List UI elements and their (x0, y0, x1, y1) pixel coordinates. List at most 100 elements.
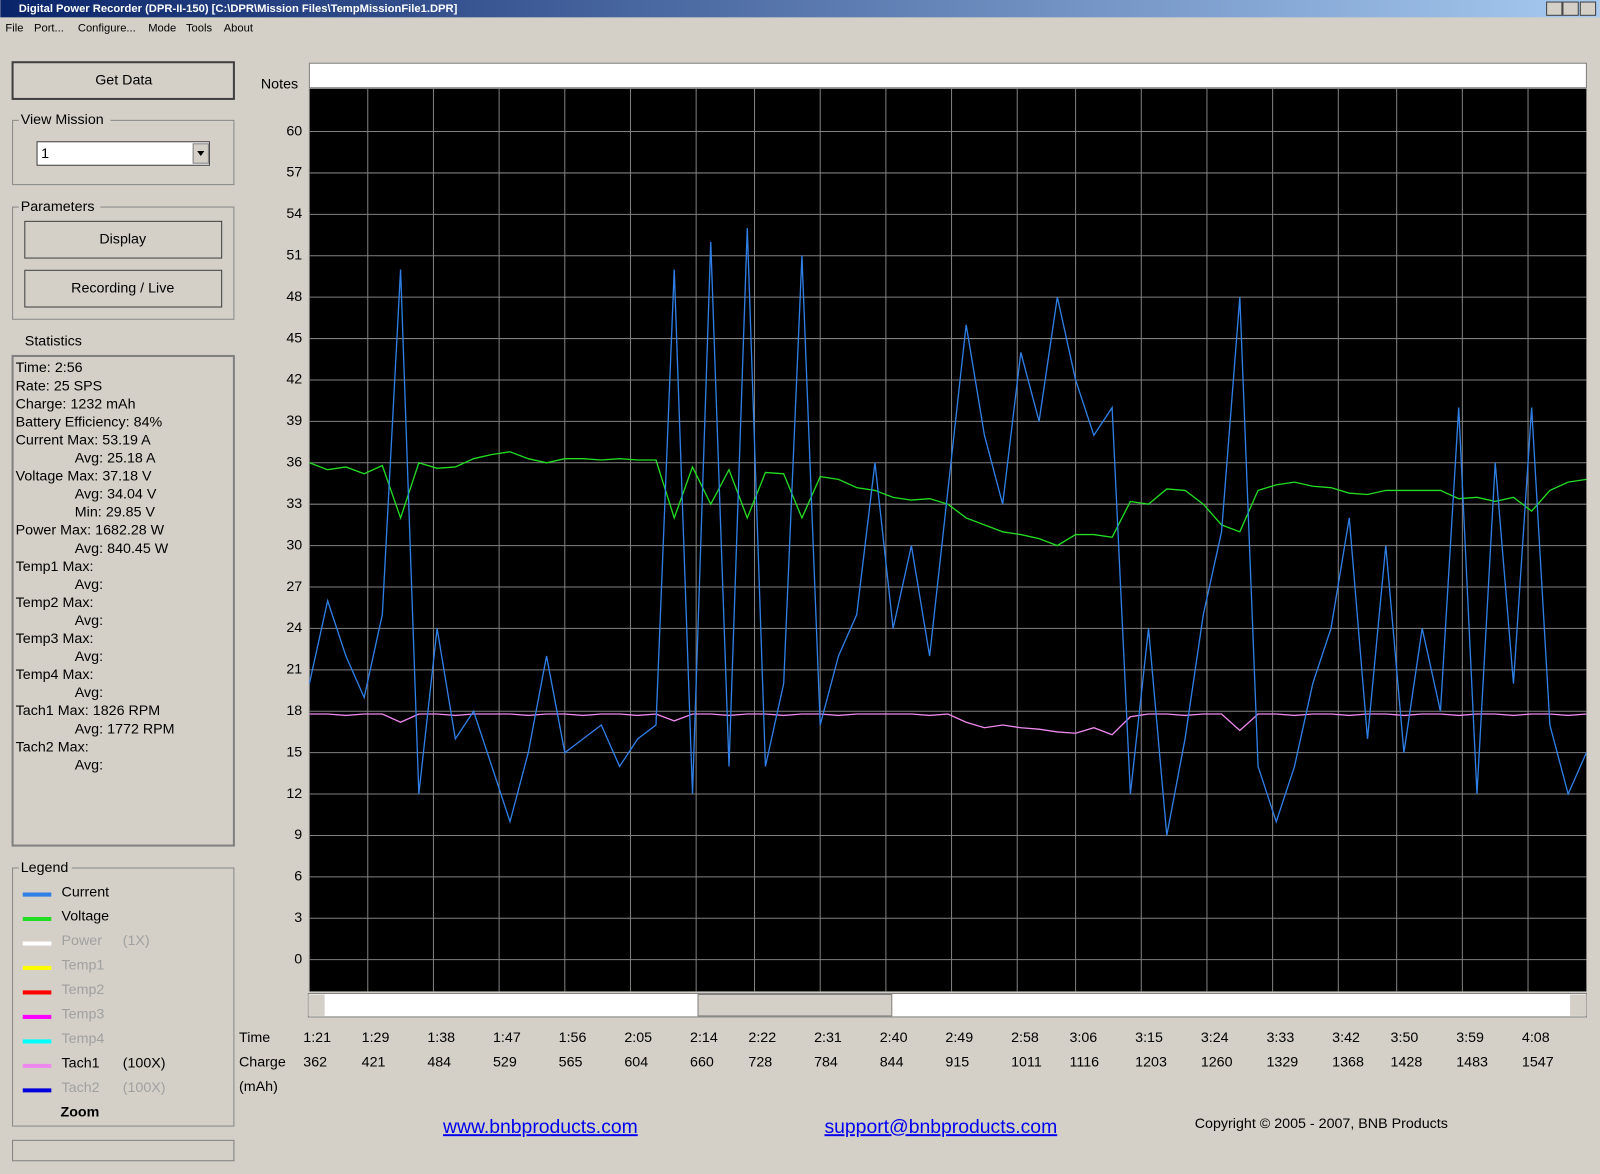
stat-key: Time: (16, 360, 51, 376)
x2-tick-label: 660 (690, 1055, 714, 1071)
y-tick-label: 45 (286, 330, 302, 346)
stat-key: Avg: (75, 613, 103, 629)
legend-label[interactable]: Temp3 (62, 1007, 105, 1023)
stat-key: Max: (67, 432, 98, 448)
display-button[interactable] (24, 220, 223, 259)
y-tick-label: 9 (294, 827, 302, 843)
support-link[interactable]: support@bnbproducts.com (824, 1116, 1057, 1138)
x2-tick-label: 1260 (1201, 1055, 1233, 1071)
y-tick-label: 60 (286, 123, 302, 139)
stat-key: Min: (75, 504, 102, 520)
stat-key: Max: (63, 631, 94, 647)
stat-key: Max: (60, 522, 91, 538)
x2-tick-label: 421 (362, 1055, 386, 1071)
stat-row: Tach2 Max: (16, 739, 89, 755)
stat-label: Current (16, 432, 64, 448)
stat-value: 1232 mAh (70, 396, 135, 412)
legend-label[interactable]: Temp4 (62, 1031, 105, 1047)
get-data-button[interactable] (11, 61, 235, 100)
window-buttons[interactable] (1546, 1, 1597, 16)
y-tick-label: 15 (286, 744, 302, 760)
x2-tick-label: 1547 (1522, 1055, 1554, 1071)
stat-label: Temp2 (16, 595, 59, 611)
close-button[interactable] (1579, 1, 1597, 16)
scroll-left[interactable] (308, 994, 325, 1016)
stat-row: Tach1 Max: 1826 RPM (16, 703, 161, 719)
legend-label[interactable]: Temp2 (62, 982, 105, 998)
stat-value: 1772 RPM (107, 721, 174, 737)
x2-tick-label: 529 (493, 1055, 517, 1071)
legend-label[interactable]: Tach1 (62, 1056, 100, 1072)
minimize-button[interactable] (1546, 1, 1563, 16)
legend-label[interactable]: Current (62, 884, 110, 900)
scroll-right[interactable] (1570, 994, 1587, 1016)
stat-row: Temp3 Max: (16, 631, 94, 647)
legend-label[interactable]: Voltage (62, 909, 110, 925)
x-tick-label: 1:29 (362, 1030, 390, 1046)
menu-item[interactable]: Port... (34, 23, 64, 35)
combobox-value: 1 (41, 146, 49, 162)
status-box (12, 1139, 235, 1162)
x-tick-label: 3:42 (1332, 1030, 1360, 1046)
group-label: Statistics (25, 333, 82, 349)
legend-label[interactable]: Power (62, 933, 103, 949)
legend-scale: (100X) (123, 1056, 166, 1072)
y-tick-label: 51 (286, 248, 302, 264)
series-line (309, 451, 1587, 547)
y-tick-label: 39 (286, 413, 302, 429)
statistics-box (11, 354, 235, 847)
x2-tick-label: 362 (303, 1055, 327, 1071)
stat-value: 1826 RPM (93, 703, 160, 719)
x2-tick-label: 1011 (1011, 1055, 1042, 1071)
group-box (12, 206, 235, 320)
zoom-label[interactable]: Zoom (61, 1105, 100, 1121)
stat-key: Avg: (75, 649, 103, 665)
y-tick-label: 3 (294, 910, 302, 926)
legend-label[interactable]: Tach2 (62, 1080, 100, 1096)
stat-label: Tach1 (16, 703, 54, 719)
notes-input[interactable] (308, 62, 1587, 89)
x-tick-label: 2:40 (880, 1030, 908, 1046)
legend-label[interactable]: Temp1 (62, 958, 105, 974)
x-tick-label: 3:50 (1391, 1030, 1419, 1046)
y-tick-label: 0 (294, 951, 302, 967)
scroll-thumb[interactable] (697, 993, 893, 1017)
stat-key: Avg: (75, 721, 103, 737)
stat-value: 1682.28 W (95, 522, 165, 538)
stat-label: Temp3 (16, 631, 59, 647)
stat-key: Rate: (16, 378, 50, 394)
y-tick-label: 36 (286, 455, 302, 471)
stat-key: Avg: (75, 486, 103, 502)
x-tick-label: 3:24 (1201, 1030, 1229, 1046)
stat-label: Tach2 (16, 739, 54, 755)
stat-value: 29.85 V (106, 504, 156, 520)
x-tick-label: 1:56 (559, 1030, 587, 1046)
x2-tick-label: 844 (880, 1055, 904, 1071)
website-link[interactable]: www.bnbproducts.com (442, 1116, 638, 1138)
y-tick-label: 18 (286, 703, 302, 719)
group-box (12, 867, 235, 1127)
mission-combobox[interactable] (36, 141, 210, 166)
recording-button[interactable] (24, 269, 223, 308)
maximize-button[interactable] (1562, 1, 1579, 16)
scrollbar[interactable] (307, 992, 1587, 1018)
x2-tick-label: 1203 (1135, 1055, 1167, 1071)
stat-value: 37.18 V (102, 468, 152, 484)
menu-item[interactable]: Tools (186, 23, 213, 35)
x-tick-label: 2:49 (945, 1030, 973, 1046)
x-tick-label: 4:08 (1522, 1030, 1550, 1046)
menu-item[interactable]: Mode (148, 23, 176, 35)
x2-axis-unit: (mAh) (239, 1079, 278, 1095)
series-line (308, 228, 1588, 836)
y-tick-label: 24 (286, 620, 302, 636)
group-label-bg (18, 859, 72, 877)
menu-item[interactable]: About (224, 23, 254, 35)
stat-key: Max: (63, 667, 94, 683)
menu-bar: File Port... Configure... Mode Tools About (5, 23, 253, 35)
menu-item[interactable]: File (5, 23, 23, 35)
group-label: Legend (21, 860, 69, 876)
menu-item[interactable]: Configure... (78, 23, 136, 35)
stat-label: Temp4 (16, 667, 59, 683)
stat-row: Avg: 34.04 V (75, 486, 157, 502)
